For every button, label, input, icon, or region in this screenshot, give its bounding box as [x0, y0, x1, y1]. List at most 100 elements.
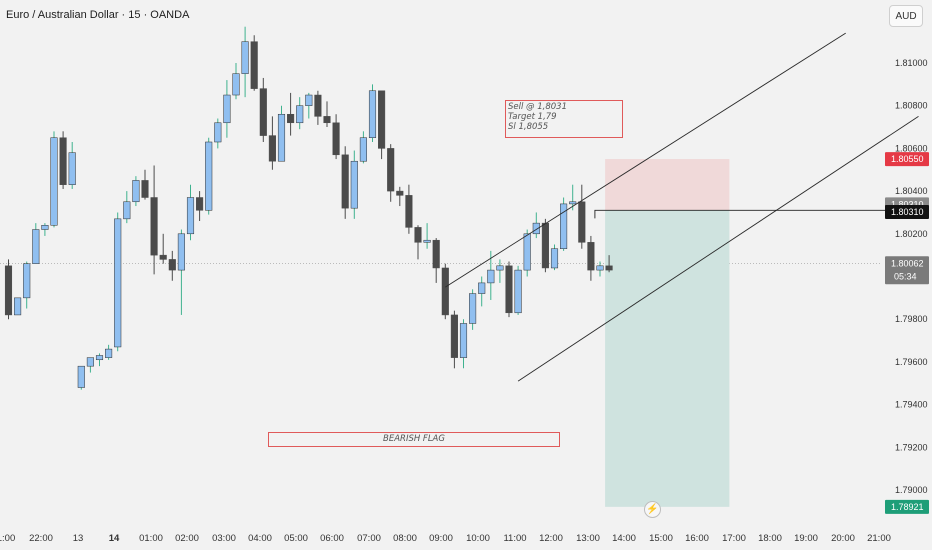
candle-body [441, 267, 449, 316]
candle-body [478, 282, 486, 294]
candle-body [378, 90, 386, 149]
candle-body [305, 94, 313, 106]
candle-body [168, 259, 176, 271]
time-tick-label: 18:00 [758, 533, 782, 544]
channel-lower-line[interactable] [517, 115, 919, 382]
current-price-tag-text: 1.80062 [891, 258, 924, 268]
candle [350, 150, 358, 219]
candle-body [68, 152, 76, 185]
candle-body [459, 323, 468, 358]
entry-price-tag[interactable]: 1.80310 [885, 205, 929, 220]
time-tick-label: 13 [73, 533, 84, 544]
candle [368, 84, 377, 142]
time-tick-label: 07:00 [357, 533, 381, 544]
candle-body [259, 88, 267, 136]
price-tick-label: 1.79600 [895, 357, 928, 367]
candle [487, 250, 495, 300]
candle [105, 344, 113, 360]
position-zones [605, 159, 730, 507]
candle-body [141, 180, 149, 198]
sell-note-line: Sell @ 1,8031 [508, 102, 567, 112]
time-axis[interactable]: 1:00 22:00 13 14 01:00 02:00 03:00 04:00 05:00 06… [0, 533, 891, 544]
lightning-icon[interactable]: ⚡ [644, 501, 661, 518]
entry-grey-tag-text: 1.80310 [891, 199, 924, 209]
candle-body [268, 135, 276, 162]
candle-body [514, 269, 522, 314]
candle-body [396, 190, 404, 196]
candle-body [41, 225, 49, 230]
candle-body [523, 233, 531, 271]
candle [441, 263, 449, 320]
time-tick-label: 19:00 [794, 533, 818, 544]
candle [123, 191, 131, 224]
candle [141, 169, 149, 200]
candle-body [487, 269, 495, 284]
entry-line[interactable] [594, 209, 887, 219]
candle-body [223, 94, 231, 124]
candle [396, 186, 404, 207]
time-tick-label: 12:00 [539, 533, 563, 544]
candle-body [341, 154, 349, 209]
candle [578, 184, 586, 249]
channel-upper-line[interactable] [445, 32, 846, 288]
time-tick-label: 10:00 [466, 533, 490, 544]
candle [323, 101, 331, 128]
candle [459, 319, 468, 369]
candle [387, 144, 395, 202]
candle [177, 229, 185, 315]
pattern-label[interactable]: BEARISH FLAG [268, 432, 560, 447]
target-price-tag[interactable]: 1.78921 [885, 499, 929, 514]
candle [550, 244, 559, 271]
current-price-tag[interactable]: 1.80062 05:34 [885, 256, 929, 285]
time-tick-label: 03:00 [212, 533, 236, 544]
candle-body [350, 160, 358, 209]
candle-body [177, 233, 185, 271]
trade-note[interactable]: Sell @ 1,8031 Target 1,79 Sl 1,8055 [505, 100, 623, 138]
currency-button[interactable]: AUD [889, 5, 923, 27]
candle-body [387, 148, 395, 192]
candle [150, 165, 158, 275]
candle [432, 238, 440, 283]
drawings[interactable] [445, 32, 919, 382]
candle-body [587, 242, 595, 271]
entry-price-tag-text: 1.80310 [891, 207, 924, 217]
candle [241, 26, 249, 98]
candle [414, 225, 422, 260]
candle-body [296, 105, 304, 124]
candle [587, 235, 595, 281]
countdown-label: 05:34 [894, 271, 917, 281]
candle-body [359, 137, 367, 162]
candle [378, 90, 386, 160]
candle [159, 233, 167, 264]
candle [114, 212, 122, 352]
symbol-title[interactable]: Euro / Australian Dollar · 15 · OANDA [6, 9, 190, 21]
candle [68, 141, 76, 189]
candle [423, 223, 431, 249]
candle [259, 77, 267, 142]
candle-body [596, 265, 604, 271]
time-tick-label: 09:00 [429, 533, 453, 544]
candle [59, 131, 67, 189]
price-axis[interactable]: 1.81000 1.80800 1.80600 1.80400 1.80200 1.798… [885, 58, 929, 514]
candle-body [450, 314, 458, 358]
candle-body [114, 218, 122, 348]
current-price-tag-bg [885, 256, 929, 285]
candle [268, 116, 276, 170]
candle [314, 90, 322, 125]
candle [41, 223, 49, 236]
candle [32, 223, 40, 264]
candle [405, 184, 413, 234]
candle [205, 137, 213, 215]
candle [305, 92, 313, 119]
candles [4, 26, 613, 390]
candle-body [86, 357, 94, 367]
stop-price-tag[interactable]: 1.80550 [885, 152, 929, 167]
candle-body [14, 297, 22, 316]
candle [77, 365, 85, 390]
candle [450, 310, 458, 369]
time-tick-label: 21:00 [867, 533, 891, 544]
price-tick-label: 1.79800 [895, 314, 928, 324]
candle [4, 259, 13, 320]
candle [605, 255, 613, 273]
